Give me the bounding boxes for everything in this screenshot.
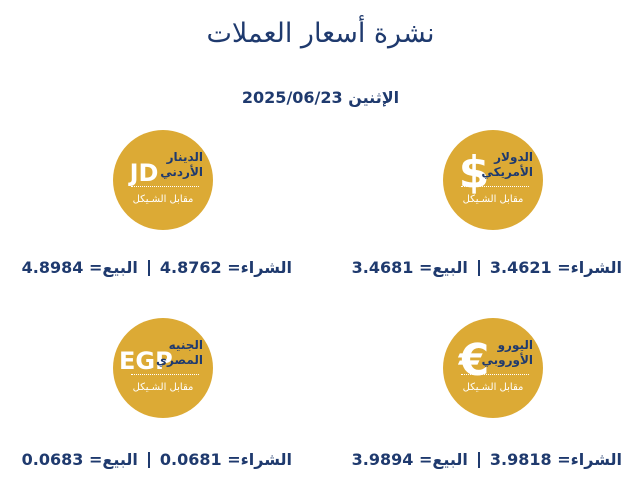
sell-rate: البيع= 4.8984	[21, 258, 138, 277]
buy-rate: الشراء= 4.8762	[159, 258, 292, 277]
currency-symbol: €	[458, 335, 490, 386]
currency-badge: € اليورو الأوروبي مقابل الشـيكل	[443, 318, 543, 418]
rate-line: الشراء= 3.4621 البيع= 3.4681	[322, 258, 622, 277]
rate-line: الشراء= 0.0681 البيع= 0.0683	[0, 450, 292, 469]
currency-name: الجنيه المصري	[156, 338, 203, 367]
currency-symbol: $	[458, 147, 490, 198]
currency-name: الدينار الأردني	[160, 150, 203, 179]
date: الإثنين 2025/06/23	[241, 88, 400, 107]
sell-rate: البيع= 3.9894	[351, 450, 468, 469]
currency-name: اليورو الأوروبي	[481, 338, 533, 367]
currency-symbol: EGP	[119, 347, 173, 375]
currency-subtitle: مقابل الشـيكل	[132, 382, 194, 393]
buy-rate: الشراء= 3.4621	[489, 258, 622, 277]
sell-rate: البيع= 0.0683	[21, 450, 138, 469]
divider	[461, 186, 529, 187]
divider	[461, 374, 529, 375]
divider	[131, 374, 199, 375]
separator	[477, 259, 480, 276]
title: نشرة أسعار العملات	[206, 18, 435, 49]
buy-rate: الشراء= 0.0681	[159, 450, 292, 469]
buy-rate: الشراء= 3.9818	[489, 450, 622, 469]
sell-rate: البيع= 3.4681	[351, 258, 468, 277]
currency-subtitle: مقابل الشـيكل	[132, 194, 194, 205]
currency-subtitle: مقابل الشـيكل	[462, 194, 524, 205]
rate-line: الشراء= 3.9818 البيع= 3.9894	[322, 450, 622, 469]
currency-symbol: JD	[129, 159, 159, 187]
currency-name: الدولار الأمريكي	[481, 150, 533, 179]
separator	[477, 451, 480, 468]
separator	[147, 259, 150, 276]
currency-badge: $ الدولار الأمريكي مقابل الشـيكل	[443, 130, 543, 230]
currency-badge: JD الدينار الأردني مقابل الشـيكل	[113, 130, 213, 230]
separator	[147, 451, 150, 468]
currency-subtitle: مقابل الشـيكل	[462, 382, 524, 393]
currency-badge: EGP الجنيه المصري مقابل الشـيكل	[113, 318, 213, 418]
rate-line: الشراء= 4.8762 البيع= 4.8984	[0, 258, 292, 277]
divider	[131, 186, 199, 187]
